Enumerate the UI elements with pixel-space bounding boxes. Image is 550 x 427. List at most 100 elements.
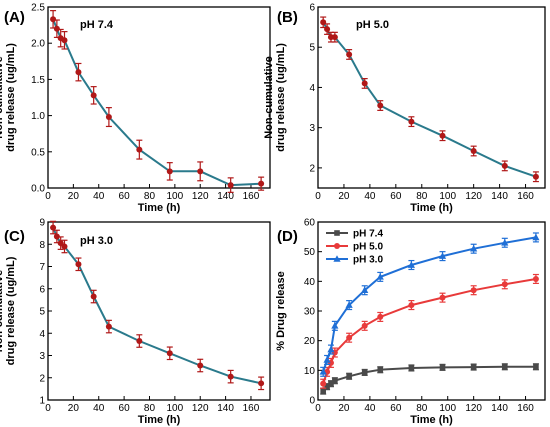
data-point	[323, 356, 331, 363]
data-point	[50, 16, 57, 23]
x-tick-label: 0	[45, 191, 51, 202]
series-0	[50, 220, 265, 391]
panel-label: (C)	[4, 228, 25, 245]
x-tick-label: 140	[491, 191, 508, 202]
y-tick-label: 2	[309, 163, 315, 174]
series-0	[320, 16, 539, 183]
x-axis-label: Time (h)	[138, 202, 181, 214]
data-point	[533, 363, 539, 370]
y-axis-label: Non-cumulative	[0, 270, 5, 353]
data-point	[320, 388, 326, 394]
x-tick-label: 80	[144, 191, 156, 202]
data-point	[324, 383, 330, 390]
data-point	[331, 322, 339, 329]
x-tick-label: 120	[192, 403, 209, 414]
y-tick-label: 5	[309, 43, 315, 54]
y-tick-label: 7	[39, 262, 45, 273]
x-tick-label: 100	[167, 403, 184, 414]
data-point	[327, 345, 335, 353]
panel-title: pH 5.0	[356, 19, 389, 31]
data-point	[61, 37, 68, 44]
data-point	[532, 233, 540, 241]
y-axis-label: drug release (ug/mL)	[275, 43, 287, 152]
x-tick-label: 40	[364, 191, 376, 202]
x-tick-label: 60	[390, 403, 402, 414]
data-point	[408, 302, 415, 309]
data-point	[376, 273, 384, 280]
y-tick-label: 50	[304, 247, 316, 258]
data-point	[90, 293, 97, 300]
x-tick-label: 20	[68, 191, 80, 202]
x-tick-label: 160	[243, 191, 260, 202]
y-tick-label: 40	[304, 277, 316, 288]
x-tick-label: 20	[68, 403, 80, 414]
y-tick-label: 1.0	[31, 111, 45, 122]
data-point	[166, 168, 173, 175]
data-point	[345, 301, 353, 308]
x-tick-label: 160	[517, 191, 534, 202]
y-tick-label: 1.5	[31, 75, 45, 86]
data-point	[439, 364, 446, 371]
x-tick-label: 80	[144, 403, 156, 414]
series-line	[322, 365, 536, 392]
x-tick-label: 100	[167, 191, 184, 202]
x-tick-label: 0	[315, 403, 321, 414]
data-point	[361, 80, 368, 87]
x-tick-label: 40	[93, 191, 105, 202]
y-axis-label: Non-cumulative	[263, 56, 275, 139]
x-tick-label: 80	[416, 191, 428, 202]
data-point	[408, 365, 415, 371]
series-0	[50, 10, 265, 193]
data-point	[332, 377, 338, 384]
data-point	[61, 243, 68, 250]
y-tick-label: 3	[39, 351, 45, 362]
x-axis-label: Time (h)	[410, 202, 453, 214]
panel-d: (D) 0 20 40 60 80 100 120 140 160 0 10 20 30 40 50 60 Tim…	[275, 218, 546, 426]
data-point	[438, 252, 447, 259]
data-point	[470, 364, 477, 370]
x-tick-label: 60	[119, 403, 131, 414]
data-point	[136, 338, 143, 345]
data-point	[501, 162, 508, 169]
x-axis-label: Time (h)	[138, 414, 181, 426]
data-point	[258, 180, 265, 187]
y-tick-label: 4	[39, 329, 45, 340]
y-axis-label: drug release (ug/mL)	[5, 256, 17, 365]
data-point	[346, 51, 353, 58]
series-0	[320, 363, 539, 395]
legend: pH 7.4 pH 5.0 pH 3.0	[326, 229, 383, 266]
y-tick-label: 6	[39, 284, 45, 295]
x-tick-label: 40	[93, 403, 105, 414]
data-point	[361, 322, 368, 329]
series-line	[52, 227, 262, 385]
y-tick-label: 8	[39, 240, 45, 251]
x-tick-label: 160	[243, 403, 260, 414]
data-point	[346, 334, 353, 341]
data-point	[532, 173, 539, 180]
x-tick-label: 20	[338, 191, 350, 202]
data-point	[75, 69, 82, 76]
panel-label: (B)	[277, 9, 298, 26]
y-tick-label: 1	[39, 396, 45, 407]
data-point	[227, 182, 234, 189]
x-tick-label: 80	[416, 403, 428, 414]
y-axis-label: Non-cumulative	[0, 56, 5, 139]
x-tick-label: 20	[338, 403, 350, 414]
y-tick-label: 9	[39, 218, 45, 229]
x-tick-label: 60	[119, 191, 131, 202]
data-point	[90, 92, 97, 99]
panel-title: pH 7.4	[80, 19, 114, 31]
x-axis-label: Time (h)	[410, 414, 453, 426]
legend-marker	[334, 230, 340, 236]
data-point	[328, 380, 334, 387]
data-point	[470, 244, 478, 252]
series-line	[52, 18, 262, 187]
y-tick-label: 10	[304, 366, 316, 377]
y-axis-label: % Drug release	[275, 271, 287, 350]
series-line	[322, 21, 537, 178]
x-tick-label: 0	[315, 191, 321, 202]
x-tick-label: 0	[45, 403, 51, 414]
data-point	[470, 147, 477, 154]
data-point	[166, 350, 173, 357]
